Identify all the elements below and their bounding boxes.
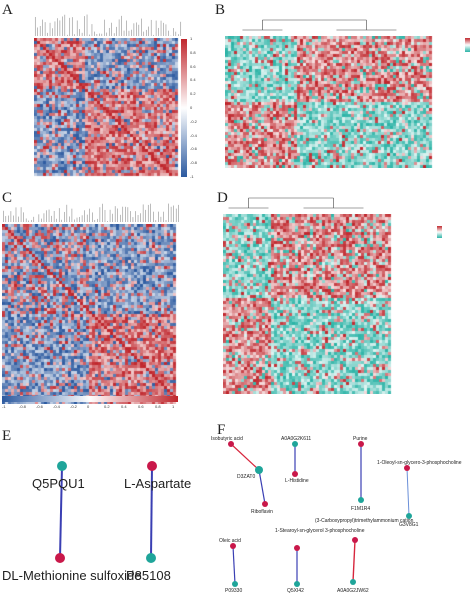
network-f-node bbox=[262, 501, 268, 507]
correlation-heatmap-a bbox=[34, 38, 179, 178]
network-f-edge bbox=[232, 545, 236, 585]
network-e-node bbox=[146, 553, 156, 563]
network-f-node bbox=[358, 441, 364, 447]
dendrogram-d bbox=[228, 197, 364, 209]
colorbar-b bbox=[465, 38, 470, 52]
network-f-node-label: Oleic acid bbox=[219, 538, 241, 544]
colorbar-c-ticks: -1 -0.8 -0.6 -0.4 -0.2 0 0.2 0.4 0.6 0.8 1 bbox=[2, 404, 178, 414]
network-f-node bbox=[350, 579, 356, 585]
colorbar-a-tick: -0.4 bbox=[190, 132, 197, 138]
clustered-heatmap-b bbox=[225, 36, 433, 168]
panel-e: E Q5PQU1 DL-Methionine sulfoxide L-Aspar… bbox=[0, 418, 237, 594]
network-f-node-label: Riboflavin bbox=[251, 509, 273, 515]
network-f-node bbox=[232, 581, 238, 587]
colorbar-a-tick: 0.2 bbox=[190, 91, 196, 97]
network-f-node bbox=[230, 543, 236, 549]
network-e-node-label: L-Aspartate bbox=[124, 476, 191, 491]
network-f-node bbox=[352, 537, 358, 543]
panel-c: C -1 -0.8 -0.6 -0.4 -0.2 0 0.2 0.4 0.6 0.8 1 bbox=[0, 188, 237, 418]
network-f-node bbox=[292, 441, 298, 447]
colorbar-c-tick: -0.8 bbox=[19, 404, 26, 409]
network-e-node bbox=[55, 553, 65, 563]
colorbar-a-tick: 0.8 bbox=[190, 49, 196, 55]
colorbar-a bbox=[181, 39, 187, 177]
network-f-edge bbox=[406, 467, 410, 517]
network-e-node bbox=[147, 461, 157, 471]
network-e-node bbox=[57, 461, 67, 471]
network-e-edge bbox=[59, 465, 63, 559]
panel-d-label: D bbox=[217, 190, 228, 206]
network-f-node-label: P09330 bbox=[225, 588, 242, 594]
panel-f: F Isobutyric acid D3ZAT0 Riboflavin A0A0… bbox=[211, 418, 474, 594]
network-f-node-label: Q5XI42 bbox=[287, 588, 304, 594]
network-f-node-label: 1-Stearoyl-sn-glycerol 3-phosphocholine bbox=[275, 528, 365, 534]
network-e-node-label: DL-Methionine sulfoxide bbox=[2, 568, 141, 583]
colorbar-c-tick: 0.4 bbox=[121, 404, 127, 409]
colorbar-a-tick: 1 bbox=[190, 36, 193, 41]
network-f-edge bbox=[352, 539, 356, 583]
colorbar-a-ticks: 1 0.8 0.6 0.4 0.2 0 -0.2 -0.4 -0.6 -0.8 -1 bbox=[190, 36, 210, 179]
network-f-node bbox=[294, 581, 300, 587]
colorbar-c-tick: 0.8 bbox=[155, 404, 161, 409]
panel-b: B bbox=[215, 0, 474, 188]
colorbar-c-tick: 0.6 bbox=[138, 404, 144, 409]
network-f-node-label: F1M1R4 bbox=[351, 506, 370, 512]
clustered-heatmap-d bbox=[223, 214, 393, 394]
panel-d: D bbox=[217, 188, 474, 418]
colorbar-a-tick: -0.6 bbox=[190, 146, 197, 152]
colorbar-c-tick: -0.4 bbox=[53, 404, 60, 409]
colorbar-a-tick: 0.6 bbox=[190, 63, 196, 69]
network-e-node-label: P85108 bbox=[126, 568, 171, 583]
colorbar-c-tick: -1 bbox=[2, 404, 6, 409]
network-f-node-label: 1-Oleoyl-sn-glycero-3-phosphocholine bbox=[377, 460, 462, 466]
network-f-node bbox=[358, 497, 364, 503]
network-f-node-label: A0A0G2K611 bbox=[281, 436, 311, 442]
panel-e-label: E bbox=[2, 428, 12, 444]
network-f-node bbox=[404, 465, 410, 471]
dendrogram-c bbox=[3, 203, 179, 222]
correlation-heatmap-c bbox=[2, 224, 178, 404]
colorbar-a-tick: 0 bbox=[190, 105, 193, 110]
colorbar-a-tick: 0.4 bbox=[190, 77, 196, 83]
network-f-edge bbox=[258, 469, 266, 505]
network-f-node-label: Purine bbox=[353, 436, 368, 442]
colorbar-a-tick: -0.8 bbox=[190, 160, 197, 166]
panel-a: A 1 0.8 0.6 0.4 0.2 0 -0.2 -0.4 -0.6 -0.8 -1 bbox=[0, 0, 237, 188]
panel-f-label: F bbox=[217, 422, 226, 438]
dendrogram-b bbox=[242, 19, 397, 31]
network-f-node-label: G3V8G1 bbox=[399, 522, 419, 528]
network-f: Isobutyric acid D3ZAT0 Riboflavin A0A0G2… bbox=[211, 436, 462, 594]
colorbar-c-tick: 0 bbox=[87, 404, 90, 409]
colorbar-c-tick: 0.2 bbox=[104, 404, 110, 409]
colorbar-a-tick: -0.2 bbox=[190, 118, 197, 124]
network-f-node-label: Isobutyric acid bbox=[211, 436, 243, 442]
colorbar-c-tick: -0.6 bbox=[36, 404, 43, 409]
network-e-node-label: Q5PQU1 bbox=[32, 476, 85, 491]
dendrogram-a bbox=[35, 14, 181, 36]
colorbar-c-tick: 1 bbox=[172, 404, 175, 409]
network-e-edge bbox=[150, 465, 153, 559]
colorbar-a-tick: -1 bbox=[190, 174, 194, 179]
network-f-node-label: A0A0G2JW62 bbox=[337, 588, 369, 594]
panel-b-label: B bbox=[215, 2, 226, 18]
colorbar-c bbox=[2, 396, 178, 402]
network-f-edge bbox=[230, 443, 260, 471]
network-f-node bbox=[255, 466, 263, 474]
network-f-node bbox=[292, 471, 298, 477]
colorbar-c-tick: -0.2 bbox=[70, 404, 77, 409]
network-f-node bbox=[406, 513, 412, 519]
network-f-node-label: (3-Carboxypropyl)trimethylammonium catio… bbox=[315, 518, 414, 524]
network-f-node bbox=[228, 441, 234, 447]
panel-c-label: C bbox=[2, 190, 13, 206]
panel-a-label: A bbox=[2, 2, 13, 18]
network-e: Q5PQU1 DL-Methionine sulfoxide L-Asparta… bbox=[2, 461, 191, 583]
network-f-node-label: L-Histidine bbox=[285, 478, 309, 484]
network-f-node bbox=[294, 545, 300, 551]
network-f-node-label: D3ZAT0 bbox=[237, 474, 255, 480]
colorbar-d bbox=[437, 226, 442, 238]
